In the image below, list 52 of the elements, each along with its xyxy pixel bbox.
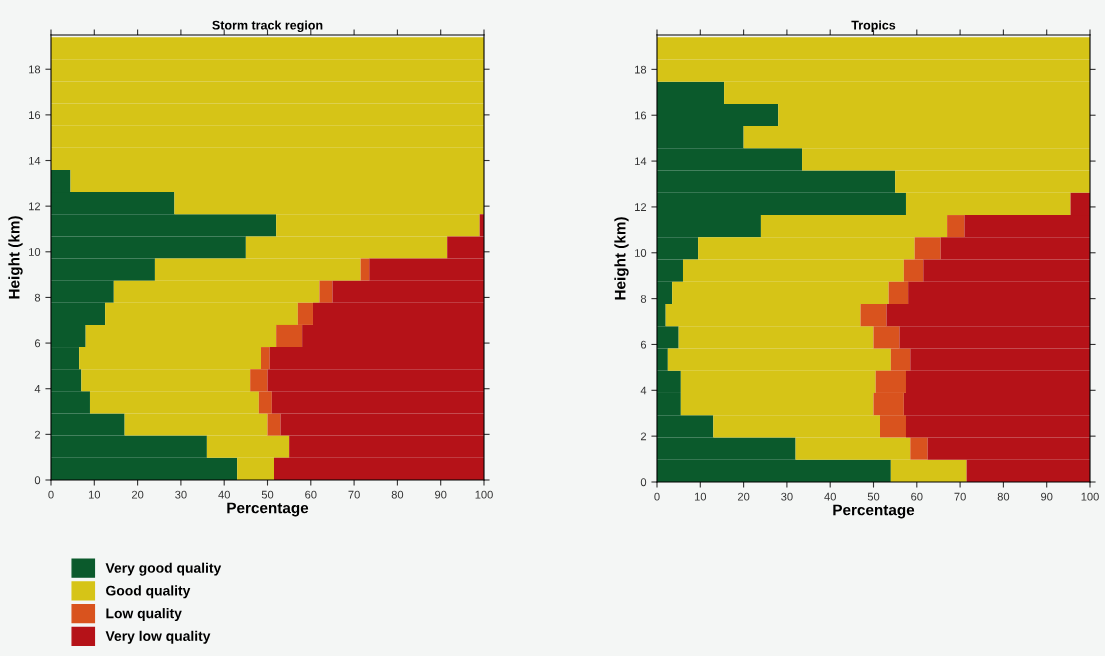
x-tick-label: 0 — [654, 492, 660, 501]
x-tick-label: 0 — [48, 490, 54, 499]
y-tick-label: 10 — [635, 249, 647, 257]
y-axis-title: Height (km) — [614, 217, 629, 300]
y-axis-title: Height (km) — [8, 216, 23, 299]
y-tick-label: 18 — [635, 65, 647, 74]
x-tick-label: 60 — [911, 492, 923, 501]
x-tick-label: 10 — [694, 492, 707, 501]
x-tick-label: 30 — [175, 490, 187, 499]
y-tick-label: 12 — [635, 203, 647, 211]
y-tick-label: 4 — [640, 386, 647, 395]
x-tick-label: 20 — [737, 492, 750, 501]
x-tick-label: 90 — [435, 490, 447, 499]
x-tick-label: 90 — [1041, 492, 1053, 501]
y-tick-label: 10 — [29, 248, 41, 256]
y-tick-label: 0 — [34, 476, 41, 485]
y-tick-label: 6 — [640, 340, 647, 349]
x-axis-title: Percentage — [227, 502, 309, 517]
legend-label: Low quality — [106, 608, 182, 622]
x-tick-label: 70 — [348, 490, 360, 499]
x-tick-label: 40 — [824, 492, 836, 501]
x-tick-label: 80 — [391, 490, 404, 499]
chart-title: Storm track region — [212, 20, 323, 33]
y-tick-label: 16 — [29, 111, 41, 120]
y-tick-label: 4 — [34, 385, 41, 393]
x-tick-label: 40 — [218, 490, 230, 499]
y-tick-label: 16 — [635, 111, 647, 120]
x-tick-label: 80 — [997, 492, 1010, 501]
legend-label: Very good quality — [105, 562, 222, 576]
y-tick-label: 0 — [640, 478, 647, 487]
x-tick-label: 100 — [475, 490, 493, 499]
y-tick-label: 2 — [34, 430, 41, 439]
y-tick-label: 8 — [640, 294, 647, 303]
legend-label: Very low quality — [105, 630, 211, 644]
y-tick-label: 6 — [34, 339, 41, 348]
x-tick-label: 60 — [305, 490, 317, 499]
x-tick-label: 30 — [781, 492, 793, 501]
y-tick-label: 14 — [29, 156, 41, 165]
x-tick-label: 100 — [1081, 492, 1099, 501]
x-tick-label: 10 — [88, 490, 101, 499]
x-tick-label: 50 — [261, 490, 274, 499]
x-tick-label: 20 — [131, 490, 144, 499]
y-tick-label: 8 — [34, 293, 41, 302]
chart-title: Tropics — [851, 20, 896, 33]
legend-label: Good quality — [106, 585, 191, 599]
y-tick-label: 2 — [640, 432, 647, 441]
x-tick-label: 70 — [954, 492, 966, 501]
x-axis-title: Percentage — [833, 504, 915, 519]
y-tick-label: 12 — [29, 202, 41, 211]
x-tick-label: 50 — [867, 492, 880, 501]
y-tick-label: 18 — [29, 65, 41, 74]
y-tick-label: 14 — [635, 157, 647, 166]
